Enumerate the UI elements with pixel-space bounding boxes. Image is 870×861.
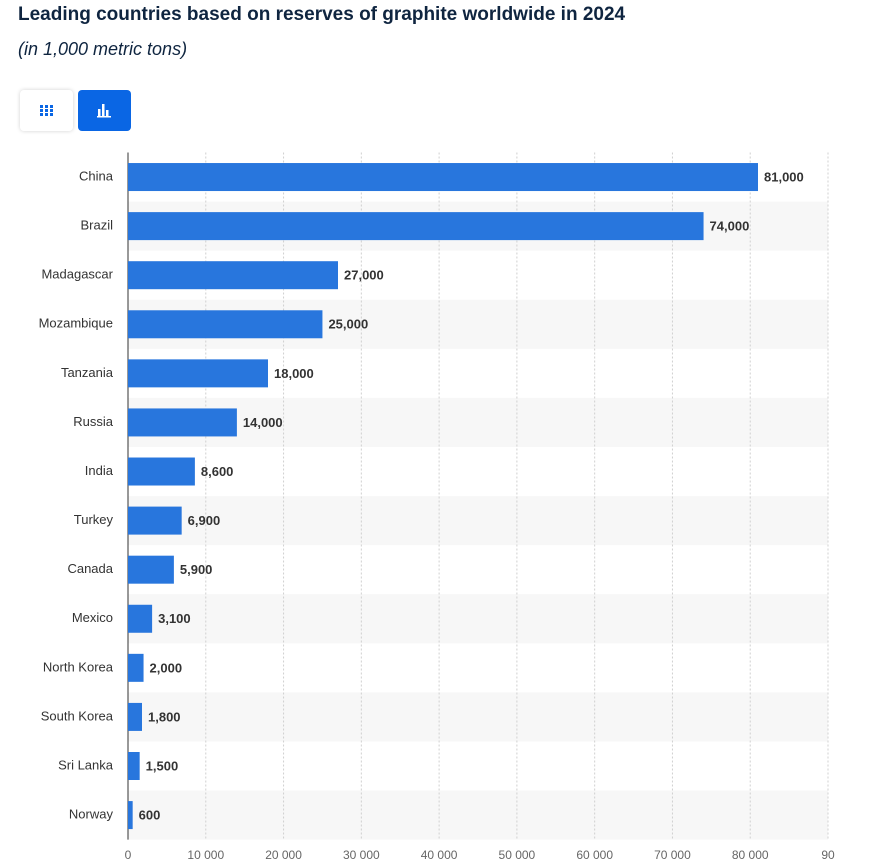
table-icon [40,105,53,116]
chart-icon [97,104,111,118]
x-tick-label: 80 000 [732,848,769,861]
table-view-button[interactable] [20,90,73,131]
y-tick-label: Tanzania [61,365,114,380]
x-tick-label: 90 [821,848,835,861]
bar [128,457,195,486]
y-tick-label: North Korea [43,659,114,674]
x-tick-label: 50 000 [499,848,536,861]
y-tick-label: Russia [73,414,114,429]
y-tick-label: Norway [69,807,114,822]
bar [128,555,174,584]
bar [128,310,323,339]
y-tick-label: Turkey [74,512,114,527]
bar [128,604,153,633]
value-label: 1,500 [146,758,179,773]
bar [128,752,140,780]
bar [128,212,704,241]
value-label: 8,600 [201,464,234,479]
value-label: 27,000 [344,268,384,283]
bar [128,261,338,290]
value-label: 3,100 [158,611,191,626]
bar [128,163,758,192]
chart-title: Leading countries based on reserves of g… [18,4,626,25]
x-tick-label: 40 000 [421,848,458,861]
bar [128,801,133,830]
value-label: 14,000 [243,415,283,430]
x-tick-label: 30 000 [343,848,380,861]
y-tick-label: India [85,463,114,478]
value-label: 6,900 [188,513,221,528]
chart-subtitle: (in 1,000 metric tons) [18,39,188,59]
y-tick-label: China [79,168,114,183]
value-label: 25,000 [328,317,368,332]
value-label: 1,800 [148,709,181,724]
row-band [128,692,828,742]
value-label: 18,000 [274,366,314,381]
value-label: 5,900 [180,562,213,577]
x-tick-label: 0 [125,848,132,861]
y-tick-label: Sri Lanka [58,757,114,772]
x-tick-label: 20 000 [265,848,302,861]
value-label: 74,000 [710,219,750,234]
x-tick-label: 70 000 [654,848,691,861]
y-tick-label: South Korea [41,708,114,723]
y-tick-label: Mozambique [39,316,113,331]
row-band [128,397,828,447]
row-band [128,790,828,840]
bar [128,359,268,388]
x-tick-label: 60 000 [576,848,613,861]
y-tick-label: Madagascar [41,267,113,282]
bar [128,506,182,535]
y-tick-label: Mexico [72,610,113,625]
y-tick-label: Brazil [80,218,113,233]
y-tick-label: Canada [67,561,113,576]
row-band [128,496,828,546]
chart-view-button[interactable] [78,90,131,131]
value-label: 81,000 [764,169,804,184]
value-label: 2,000 [150,660,183,675]
bar [128,408,237,437]
bar [128,702,142,731]
row-band [128,594,828,644]
bar [128,653,144,682]
value-label: 600 [139,808,161,823]
x-tick-label: 10 000 [187,848,224,861]
